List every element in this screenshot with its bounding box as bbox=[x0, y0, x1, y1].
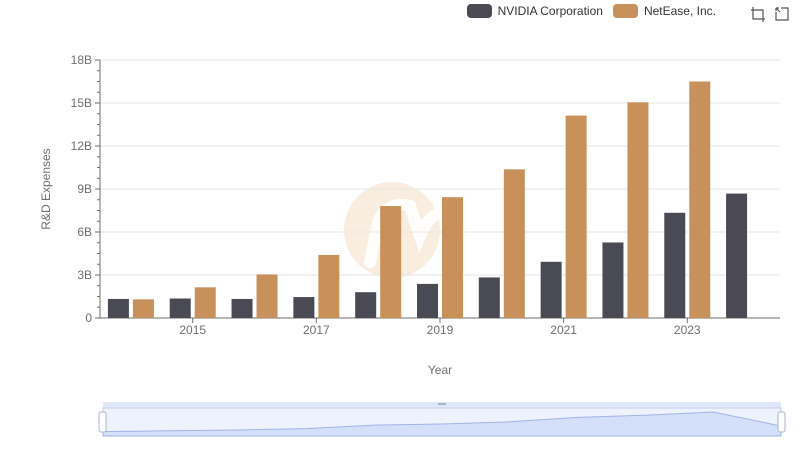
y-tick-label: 0 bbox=[85, 311, 92, 325]
x-tick-label: 2023 bbox=[674, 323, 701, 337]
x-tick-label: 2019 bbox=[427, 323, 454, 337]
bar-nvidia-2014[interactable] bbox=[107, 298, 129, 318]
restore-icon[interactable] bbox=[774, 6, 790, 22]
bar-netease-2014[interactable] bbox=[132, 299, 154, 318]
legend-item-netease[interactable]: NetEase, Inc. bbox=[612, 4, 716, 18]
bar-netease-2023[interactable] bbox=[689, 81, 711, 319]
toolbox bbox=[750, 6, 790, 22]
data-zoom-left-handle[interactable] bbox=[98, 411, 107, 433]
bar-nvidia-2024[interactable] bbox=[726, 193, 748, 318]
legend: NVIDIA Corporation NetEase, Inc. bbox=[466, 4, 716, 18]
x-axis-title: Year bbox=[428, 363, 452, 377]
bar-netease-2018[interactable] bbox=[380, 206, 402, 318]
x-tick-label: 2015 bbox=[179, 323, 206, 337]
bar-nvidia-2023[interactable] bbox=[664, 212, 686, 318]
bar-netease-2022[interactable] bbox=[627, 102, 649, 319]
x-tick-label: 2017 bbox=[303, 323, 330, 337]
data-zoom-right-handle[interactable] bbox=[777, 411, 786, 433]
legend-label-nvidia: NVIDIA Corporation bbox=[497, 4, 603, 18]
bar-nvidia-2016[interactable] bbox=[231, 298, 253, 318]
bar-nvidia-2022[interactable] bbox=[602, 242, 624, 318]
y-tick-label: 6B bbox=[77, 225, 92, 239]
bar-nvidia-2019[interactable] bbox=[417, 283, 438, 318]
bar-netease-2019[interactable] bbox=[442, 197, 463, 318]
bar-nvidia-2018[interactable] bbox=[355, 292, 377, 318]
bar-netease-2020[interactable] bbox=[503, 169, 525, 318]
x-tick-label: 2021 bbox=[550, 323, 577, 337]
bar-nvidia-2015[interactable] bbox=[169, 298, 191, 318]
y-tick-label: 9B bbox=[77, 182, 92, 196]
y-tick-label: 12B bbox=[71, 139, 92, 153]
y-tick-label: 15B bbox=[71, 96, 92, 110]
y-axis-title: R&D Expenses bbox=[39, 148, 53, 229]
zoom-icon[interactable] bbox=[750, 6, 766, 22]
y-tick-label: 3B bbox=[77, 268, 92, 282]
bar-netease-2016[interactable] bbox=[256, 274, 278, 318]
legend-item-nvidia[interactable]: NVIDIA Corporation bbox=[466, 4, 603, 18]
bar-nvidia-2020[interactable] bbox=[478, 277, 500, 318]
legend-swatch-netease bbox=[612, 4, 638, 18]
bar-netease-2021[interactable] bbox=[565, 115, 587, 318]
legend-label-netease: NetEase, Inc. bbox=[643, 4, 716, 18]
bar-nvidia-2017[interactable] bbox=[293, 297, 315, 318]
legend-swatch-nvidia bbox=[466, 4, 492, 18]
data-zoom-preview-area bbox=[102, 411, 782, 437]
bar-nvidia-2021[interactable] bbox=[540, 261, 562, 318]
bar-netease-2015[interactable] bbox=[194, 287, 216, 318]
y-tick-label: 18B bbox=[71, 53, 92, 67]
bar-netease-2017[interactable] bbox=[318, 254, 340, 318]
